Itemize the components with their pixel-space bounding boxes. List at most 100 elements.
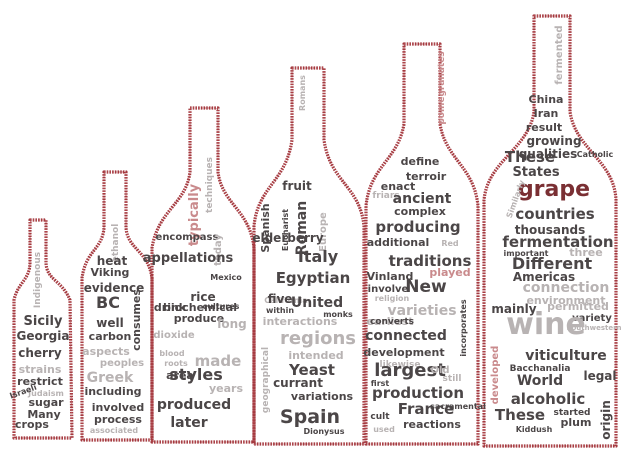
cloud-word: developed [490, 346, 501, 405]
cloud-word: California [264, 296, 308, 305]
cloud-word: encompass [156, 232, 219, 243]
cloud-word: carbon [89, 330, 132, 343]
cloud-word: used [373, 425, 395, 434]
cloud-word: crops [15, 418, 49, 431]
cloud-word: World [517, 373, 563, 389]
cloud-word: United [291, 295, 343, 311]
cloud-word: France [398, 400, 455, 418]
cloud-word: regions [280, 328, 356, 349]
cloud-word: legal [583, 369, 616, 383]
cloud-word: Greek [87, 370, 134, 386]
cloud-word: long [217, 317, 247, 331]
cloud-word: styles [169, 365, 222, 384]
cloud-word: appellations [143, 251, 234, 266]
cloud-word: permitted [547, 300, 609, 313]
bottle-6-outline [482, 14, 618, 448]
cloud-word: produced [157, 397, 231, 413]
cloud-word: interactions [263, 315, 338, 328]
cloud-word: geographical [261, 347, 271, 413]
cloud-word: Eucharist [281, 209, 290, 251]
cloud-word: process [94, 413, 142, 426]
cloud-word: Sicily [24, 314, 63, 329]
cloud-word: Georgia [17, 329, 70, 343]
cloud-word: cultures [203, 302, 240, 311]
cloud-word: drink [154, 301, 187, 314]
cloud-word: likewise [380, 360, 421, 370]
cloud-word: plum [561, 416, 592, 429]
cloud-word: Kiddush [516, 425, 553, 434]
cloud-word: typically [187, 183, 202, 246]
cloud-word: Egyptian [276, 269, 351, 287]
cloud-word: Spain [280, 406, 340, 428]
cloud-word: elderberry [252, 231, 323, 245]
cloud-word: variety [572, 313, 612, 324]
cloud-word: first [371, 379, 390, 388]
cloud-word: techniques [205, 157, 215, 213]
cloud-word: States [512, 165, 559, 180]
cloud-word: Romans [298, 75, 307, 111]
cloud-word: pomegranates [437, 51, 447, 124]
cloud-word: three [569, 246, 602, 259]
cloud-word: years [209, 382, 243, 395]
cloud-word: producing [375, 218, 460, 236]
cloud-word: thousands [515, 223, 586, 237]
bottle-4-outline [252, 66, 366, 446]
cloud-word: strains [19, 363, 62, 376]
cloud-word: dioxide [153, 330, 194, 341]
cloud-word: five [268, 292, 293, 306]
cloud-word: additional [367, 236, 430, 249]
cloud-word: Catholic [577, 150, 614, 159]
cloud-word: produce [174, 312, 225, 325]
cloud-word: aspects [82, 345, 130, 358]
cloud-word: incorporates [459, 299, 468, 356]
cloud-word: Italy [298, 247, 339, 266]
cloud-word: involve [368, 284, 409, 295]
cloud-word: fermented [554, 25, 565, 84]
cloud-word: Iran [534, 107, 559, 120]
cloud-word: terroir [406, 170, 447, 183]
cloud-word: converts [370, 317, 414, 327]
cloud-word: Many [27, 408, 60, 421]
cloud-word: later [170, 415, 207, 431]
cloud-word: fermentation [502, 233, 613, 251]
cloud-word: Old [430, 365, 449, 376]
cloud-word: Different [512, 254, 593, 273]
cloud-word: Red [441, 239, 459, 248]
cloud-word: restrict [17, 375, 63, 388]
cloud-word: countries [515, 205, 594, 223]
cloud-word: qualities [519, 147, 578, 161]
cloud-word: Dionysus [303, 427, 344, 436]
cloud-word: earliest [366, 315, 413, 328]
cloud-word: Americas [513, 270, 575, 284]
cloud-word: ancient [393, 191, 452, 207]
cloud-word: within [266, 306, 294, 315]
cloud-word: result [526, 121, 562, 134]
bottle-outlines [12, 14, 618, 448]
cloud-word: alcoholic [511, 390, 586, 408]
cloud-word: biochemical [163, 301, 237, 314]
cloud-word: evidence [84, 281, 145, 295]
cloud-word: rice [190, 290, 215, 304]
cloud-word: played [429, 266, 470, 279]
cloud-word: These [505, 148, 555, 166]
cloud-word: growing [526, 134, 581, 148]
cloud-word: Bacchanalia [510, 364, 571, 374]
cloud-word: friars [372, 191, 399, 201]
cloud-word: made [195, 352, 242, 370]
cloud-word: started [553, 408, 590, 418]
bottle-1-outline [12, 218, 74, 440]
cloud-word: associated [90, 426, 139, 435]
bottle-5-outline [364, 42, 480, 446]
cloud-word: connected [365, 328, 447, 344]
cloud-word: sacramental [430, 402, 486, 411]
cloud-word: monks [323, 310, 353, 319]
cloud-word: consumes [130, 289, 143, 351]
cloud-word: Yeast [288, 361, 335, 379]
cloud-word: production [372, 384, 464, 402]
cloud-word: largest [374, 360, 446, 381]
cloud-word: Judaism [27, 389, 64, 398]
cloud-word: reactions [403, 418, 461, 431]
cloud-word: environment [526, 294, 605, 307]
cloud-word: Mexico [210, 273, 242, 282]
